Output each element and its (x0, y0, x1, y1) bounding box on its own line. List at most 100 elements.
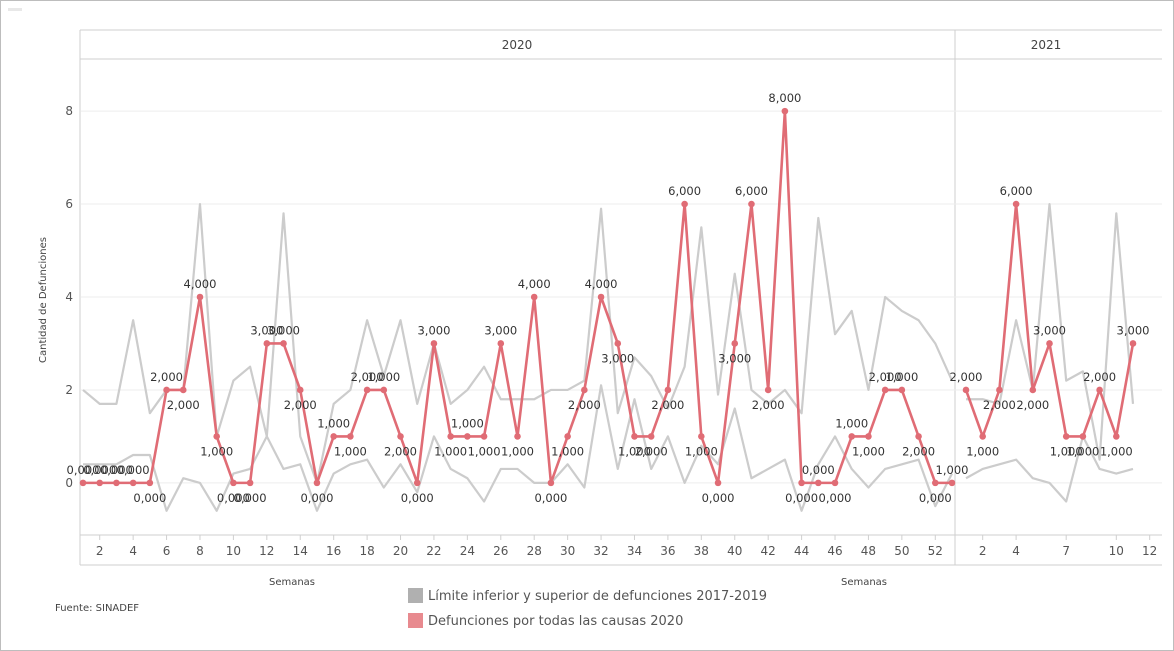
x-tick-label: 30 (560, 544, 575, 558)
data-label: 0,000 (919, 491, 952, 505)
data-point (614, 340, 622, 347)
data-point (129, 479, 137, 487)
legend: Límite inferior y superior de defuncione… (408, 588, 767, 629)
data-label: 0,000 (67, 463, 100, 477)
data-label: 0,000 (300, 491, 333, 505)
data-label: 0,000 (534, 491, 567, 505)
data-point (246, 479, 254, 487)
source-note: Fuente: SINADEF (55, 603, 139, 614)
x-tick-label: 4 (1012, 544, 1020, 558)
data-point (280, 340, 287, 347)
data-point (296, 386, 304, 394)
data-point (96, 479, 104, 487)
data-point (647, 433, 655, 440)
data-point (530, 293, 538, 301)
data-label: 4,000 (518, 277, 551, 291)
x-tick-label: 24 (460, 544, 475, 558)
data-label: 1,000 (468, 444, 501, 458)
data-point (1012, 200, 1020, 208)
data-point (564, 433, 571, 440)
data-point (848, 433, 856, 440)
x-tick-label: 2 (96, 544, 104, 558)
data-label: 4,000 (184, 277, 217, 291)
x-tick-label: 12 (1142, 544, 1157, 558)
data-point (948, 479, 956, 487)
data-label: 2,000 (902, 444, 935, 458)
data-point (213, 433, 220, 440)
data-point (748, 200, 755, 208)
data-label: 0,000 (802, 463, 835, 477)
x-tick-label: 10 (1109, 544, 1124, 558)
data-label: 1,000 (685, 444, 718, 458)
x-tick-label: 10 (226, 544, 241, 558)
data-label: 2,000 (983, 398, 1016, 412)
x-tick-label: 34 (627, 544, 642, 558)
y-tick-label: 6 (65, 197, 73, 211)
x-tick-label: 18 (359, 544, 374, 558)
y-tick-label: 4 (65, 290, 73, 304)
data-point (915, 433, 922, 440)
x-tick-label: 50 (894, 544, 909, 558)
y-tick-label: 8 (65, 104, 73, 118)
data-point (196, 293, 204, 301)
data-label: 8,000 (768, 91, 801, 105)
data-point (931, 479, 939, 487)
x-tick-label: 42 (761, 544, 776, 558)
x-axis-title-2020-left: Semanas (269, 577, 315, 588)
data-point (831, 479, 839, 487)
data-point (865, 433, 872, 440)
data-point (464, 433, 471, 440)
data-label: 2,000 (1083, 370, 1116, 384)
data-label: 0,000 (702, 491, 735, 505)
data-label: 2,000 (869, 370, 902, 384)
data-label: 0,000 (234, 491, 267, 505)
data-label: 1,000 (334, 444, 367, 458)
x-tick-label: 7 (1062, 544, 1070, 558)
data-label: 0,000 (819, 491, 852, 505)
data-point (815, 479, 822, 487)
data-point (347, 433, 354, 440)
x-tick-label: 36 (660, 544, 675, 558)
data-label: 1,000 (551, 444, 584, 458)
data-label: 0,000 (217, 491, 250, 505)
data-point (881, 386, 889, 394)
data-label: 6,000 (1000, 184, 1033, 198)
data-point (547, 479, 555, 487)
x-tick-label: 28 (527, 544, 542, 558)
data-point (363, 386, 371, 394)
data-label: 1,000 (434, 444, 467, 458)
data-point (996, 386, 1003, 394)
data-point (79, 479, 87, 487)
data-point (681, 200, 688, 208)
data-point (413, 479, 421, 487)
data-point (330, 433, 337, 440)
data-point (430, 340, 438, 347)
data-label: 2,000 (284, 398, 317, 412)
data-label: 1,000 (966, 444, 999, 458)
data-point (1029, 386, 1037, 394)
data-label: 1,000 (852, 444, 885, 458)
data-label: 1,000 (451, 416, 484, 430)
data-label: 1,000 (200, 444, 233, 458)
x-tick-label: 2 (979, 544, 987, 558)
data-point (480, 433, 488, 440)
legend-label-limits: Límite inferior y superior de defuncione… (428, 589, 767, 604)
data-label: 2,000 (635, 444, 668, 458)
data-label: 3,000 (601, 351, 634, 365)
data-label: 3,000 (718, 351, 751, 365)
data-label: 0,000 (401, 491, 434, 505)
data-point (1113, 433, 1120, 440)
data-label: 2,000 (752, 398, 785, 412)
data-label: 0,000 (785, 491, 818, 505)
data-point (163, 386, 170, 394)
data-label: 2,000 (351, 370, 384, 384)
data-point (698, 433, 705, 440)
data-label: 1,000 (317, 416, 350, 430)
data-point (230, 479, 237, 487)
data-point (1062, 433, 1070, 440)
data-label: 2,000 (150, 370, 183, 384)
data-label: 1,000 (835, 416, 868, 430)
data-point (597, 293, 605, 301)
data-label: 1,000 (367, 370, 400, 384)
